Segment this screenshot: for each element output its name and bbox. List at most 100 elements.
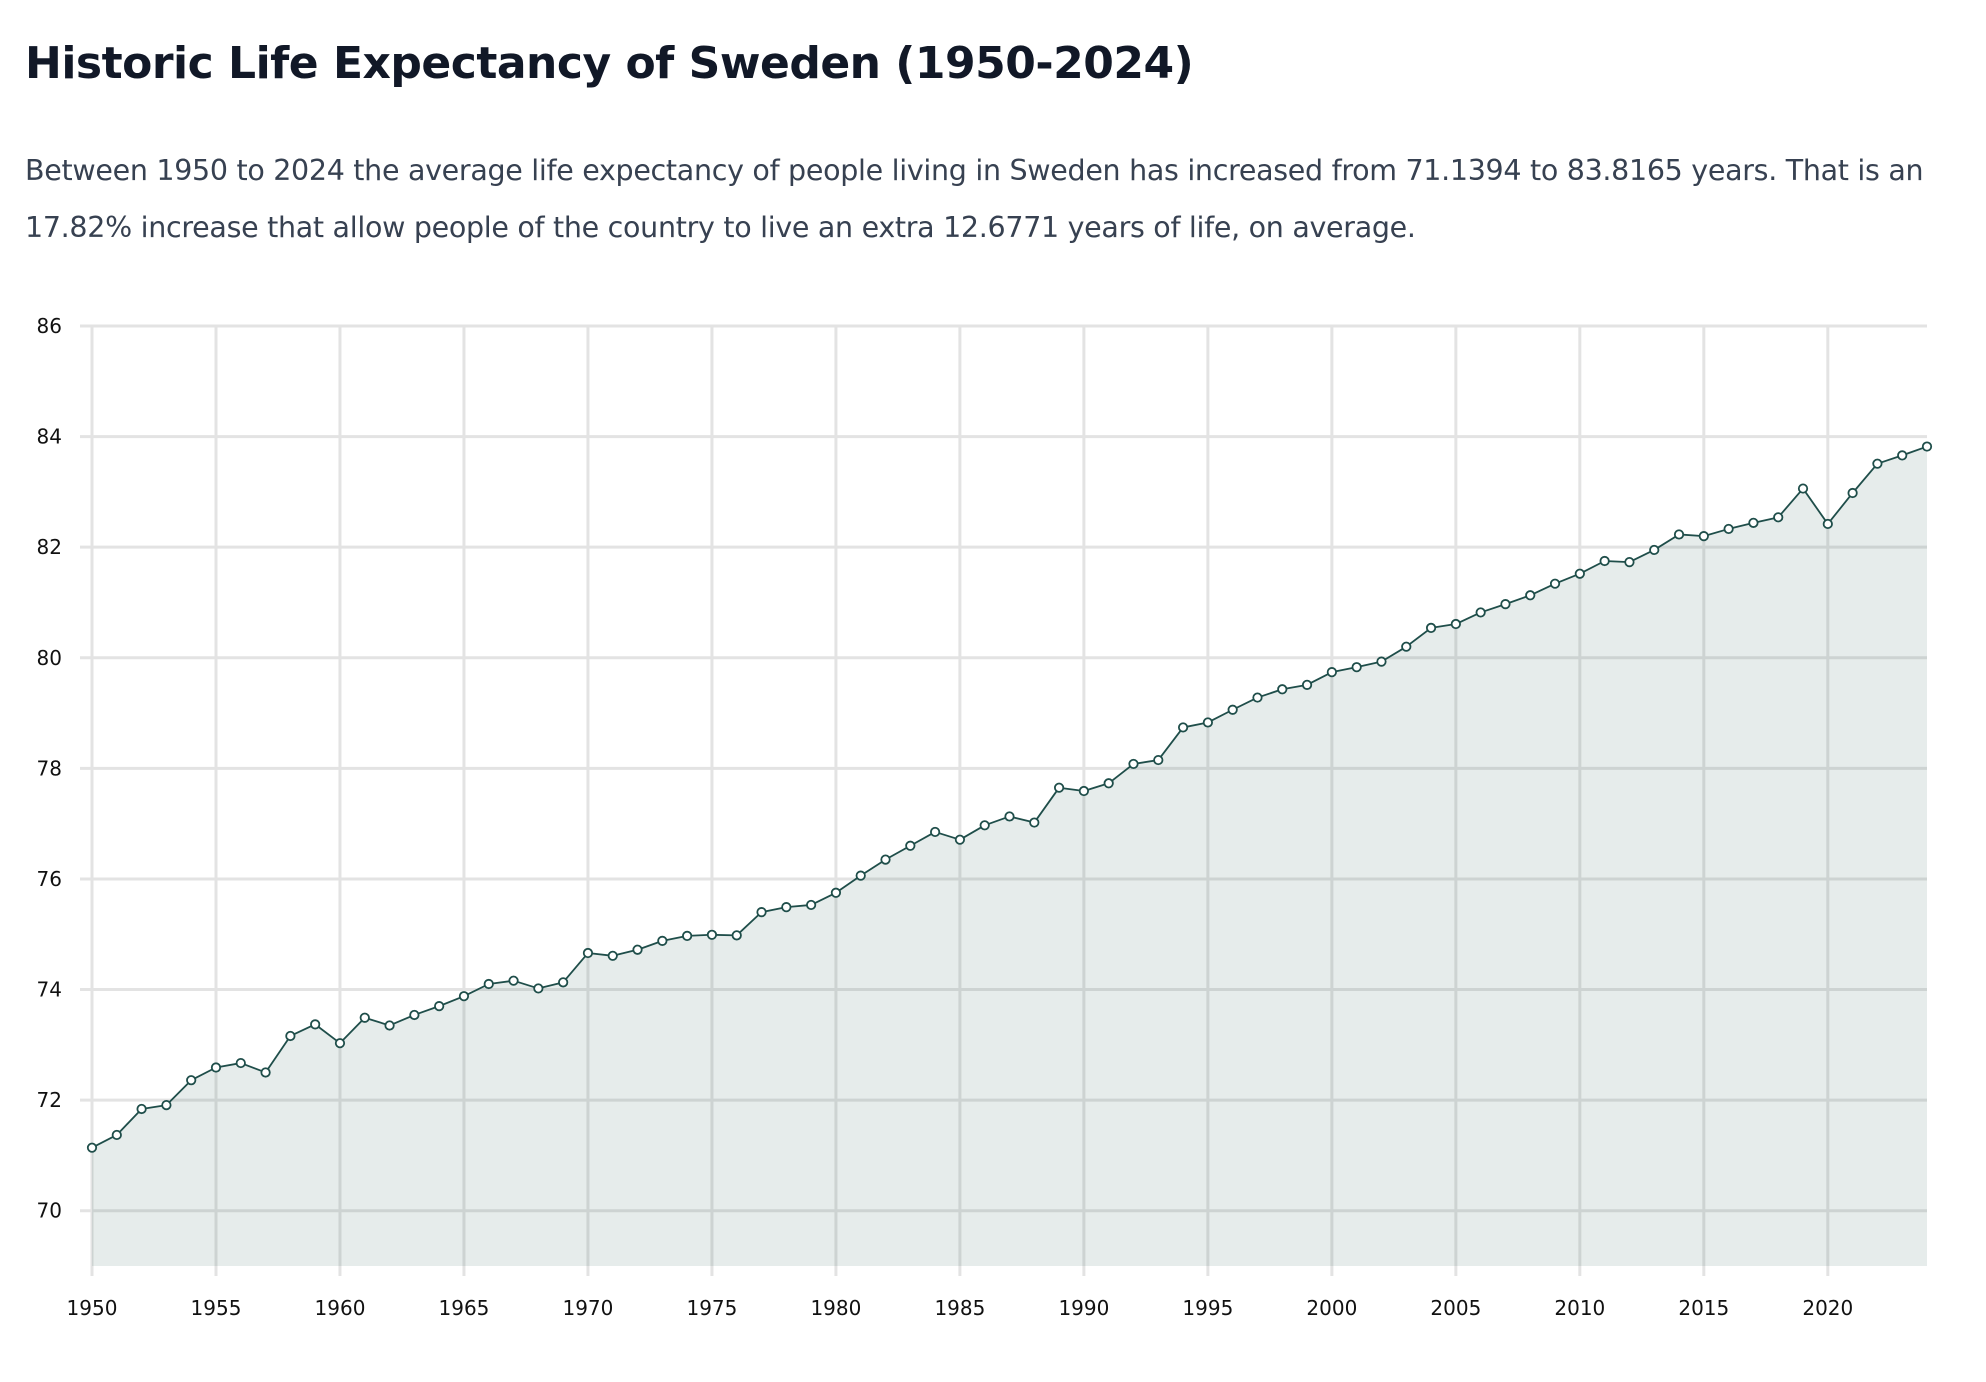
data-point-1989[interactable] [1053,782,1065,793]
data-point-1992[interactable] [1128,758,1139,770]
data-point-1965[interactable] [458,991,470,1002]
data-point-2005[interactable] [1450,618,1461,630]
data-point-1996[interactable] [1227,704,1238,715]
data-point-1956[interactable] [235,1057,246,1069]
data-point-1953[interactable] [161,1099,172,1111]
data-point-1966[interactable] [483,978,494,990]
x-tick-label: 2015 [1678,1296,1729,1320]
y-tick-label: 76 [37,867,62,891]
data-point-2021[interactable] [1847,487,1858,499]
page-description: Between 1950 to 2024 the average life ex… [25,154,1924,244]
data-point-2004[interactable] [1425,622,1437,634]
y-axis-ticks: 70 72 74 76 78 80 82 84 86 [37,314,62,1223]
data-point-1993[interactable] [1153,754,1164,766]
data-point-1975[interactable] [706,929,718,940]
data-point-2000[interactable] [1326,667,1337,678]
data-point-2002[interactable] [1376,656,1387,667]
data-point-1961[interactable] [359,1012,370,1023]
y-tick-label: 84 [37,425,62,449]
y-tick-label: 72 [37,1088,62,1112]
data-point-1998[interactable] [1277,684,1288,695]
data-point-2023[interactable] [1897,450,1908,461]
data-point-1967[interactable] [508,975,519,986]
area-fill [92,446,1927,1267]
data-point-2010[interactable] [1574,568,1585,579]
data-point-1990[interactable] [1078,785,1089,797]
x-tick-label: 2005 [1430,1296,1481,1320]
x-tick-label: 1955 [191,1296,242,1320]
data-point-2017[interactable] [1748,517,1759,528]
data-point-2019[interactable] [1797,483,1809,494]
data-point-1972[interactable] [632,944,643,955]
data-point-1991[interactable] [1103,778,1114,789]
data-point-1963[interactable] [409,1009,420,1021]
data-point-2007[interactable] [1500,599,1511,610]
data-point-1982[interactable] [880,854,891,865]
grid-layer [80,324,1927,1276]
data-point-1968[interactable] [533,983,544,994]
data-point-1973[interactable] [657,935,668,946]
x-tick-label: 1975 [686,1296,737,1320]
data-point-1981[interactable] [855,870,866,881]
page-title: Historic Life Expectancy of Sweden (1950… [25,38,1194,89]
data-point-1995[interactable] [1202,717,1213,728]
data-point-1962[interactable] [384,1020,395,1031]
x-tick-label: 1995 [1182,1296,1233,1320]
data-point-1951[interactable] [111,1129,122,1141]
data-point-1979[interactable] [806,899,817,911]
data-point-2001[interactable] [1351,662,1362,673]
data-point-1999[interactable] [1301,679,1313,690]
x-tick-label: 1985 [934,1296,985,1320]
data-point-2016[interactable] [1723,523,1734,535]
y-tick-label: 82 [37,535,62,559]
data-point-2015[interactable] [1698,531,1709,542]
data-point-1986[interactable] [979,820,990,831]
x-tick-label: 2010 [1554,1296,1605,1320]
point-layer [86,441,1933,1153]
data-point-1969[interactable] [558,977,569,988]
data-point-2008[interactable] [1525,590,1536,601]
data-point-2012[interactable] [1624,557,1635,568]
data-point-2003[interactable] [1401,641,1412,652]
x-tick-label: 2000 [1306,1296,1357,1320]
data-point-1964[interactable] [434,1001,445,1012]
data-point-2020[interactable] [1822,518,1833,530]
data-point-1976[interactable] [731,930,742,941]
data-point-1957[interactable] [260,1067,271,1078]
data-point-1977[interactable] [756,907,767,918]
data-point-1983[interactable] [905,840,916,851]
data-point-1959[interactable] [310,1019,321,1030]
data-point-1997[interactable] [1252,692,1263,703]
x-tick-label: 1950 [67,1296,118,1320]
data-point-1952[interactable] [136,1103,147,1115]
x-tick-label: 1965 [439,1296,490,1320]
data-point-2018[interactable] [1773,512,1784,523]
data-point-2006[interactable] [1475,607,1486,618]
data-point-1985[interactable] [954,834,966,845]
y-tick-label: 70 [37,1199,62,1223]
data-point-1955[interactable] [210,1062,222,1073]
data-point-1978[interactable] [781,902,792,913]
data-point-1994[interactable] [1177,722,1189,733]
data-point-2013[interactable] [1649,544,1660,556]
data-point-2024[interactable] [1921,441,1933,452]
data-point-2014[interactable] [1673,529,1685,540]
data-point-1958[interactable] [285,1030,296,1042]
data-point-1987[interactable] [1004,811,1015,822]
data-point-1971[interactable] [607,950,618,961]
data-point-2009[interactable] [1549,578,1561,589]
data-point-1988[interactable] [1029,817,1040,828]
data-point-1950[interactable] [86,1142,98,1153]
area-layer [92,446,1927,1267]
data-point-1984[interactable] [930,826,941,838]
data-point-2022[interactable] [1872,458,1883,469]
data-point-1980[interactable] [830,887,842,898]
data-point-1970[interactable] [582,947,594,959]
y-tick-label: 80 [37,646,62,670]
data-point-1954[interactable] [186,1075,197,1086]
data-point-2011[interactable] [1599,555,1610,567]
data-point-1960[interactable] [334,1038,346,1049]
data-point-1974[interactable] [682,930,693,941]
x-tick-label: 1960 [315,1296,366,1320]
